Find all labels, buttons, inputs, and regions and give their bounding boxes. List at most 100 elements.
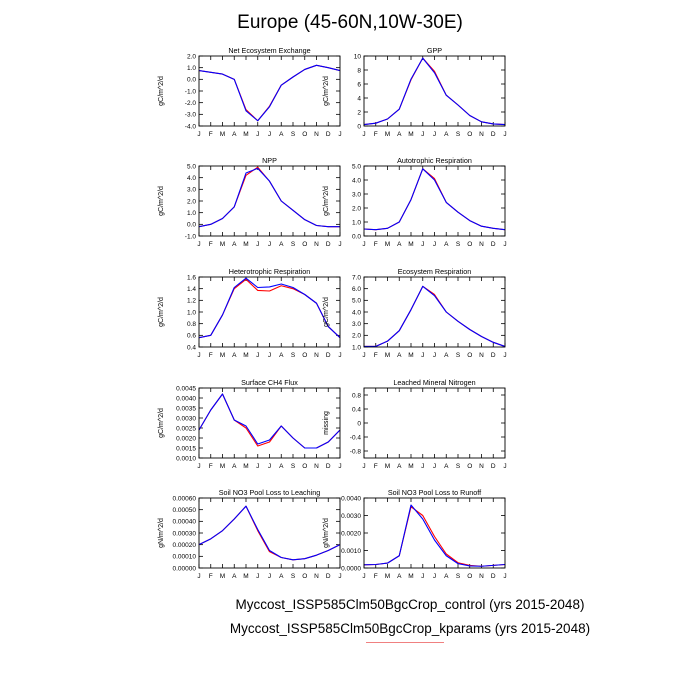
y-tick-label: 0.0000 bbox=[341, 565, 361, 572]
series-line-kparams bbox=[363, 168, 506, 231]
x-tick-label: D bbox=[326, 241, 331, 248]
y-tick-label: 1.0 bbox=[187, 210, 196, 217]
panel-title: Ecosystem Respiration bbox=[398, 267, 472, 276]
y-axis-label: gC/m^2/d bbox=[323, 186, 330, 216]
y-tick-label: 7.0 bbox=[352, 274, 361, 281]
x-tick-label: M bbox=[220, 463, 225, 470]
y-tick-label: 0.0 bbox=[352, 233, 361, 240]
x-tick-label: D bbox=[491, 352, 496, 359]
x-tick-label: M bbox=[408, 241, 413, 248]
x-tick-label: J bbox=[433, 352, 436, 359]
x-tick-label: S bbox=[456, 352, 461, 359]
y-tick-label: 10 bbox=[354, 53, 362, 60]
x-tick-label: A bbox=[279, 241, 284, 248]
x-tick-label: N bbox=[479, 352, 484, 359]
panel-4: Autotrophic Respiration gC/m^2/d 5.0 4.0 3.0… bbox=[323, 156, 507, 248]
plot-frame bbox=[363, 55, 506, 127]
y-tick-label: 5.0 bbox=[352, 298, 361, 305]
x-tick-label: N bbox=[314, 573, 319, 580]
y-tick-label: 0.00010 bbox=[173, 554, 197, 561]
x-tick-label: F bbox=[374, 131, 378, 138]
x-tick-label: J bbox=[268, 352, 271, 359]
y-tick-label: 6.0 bbox=[352, 286, 361, 293]
y-axis-label: gC/m^2/d bbox=[323, 297, 330, 327]
x-tick-label: J bbox=[197, 573, 200, 580]
panel-9: Soil NO3 Pool Loss to Leaching gN/m^2/d 0.… bbox=[158, 488, 342, 580]
y-tick-label: 0.0 bbox=[187, 222, 196, 229]
x-tick-label: N bbox=[479, 573, 484, 580]
x-tick-label: F bbox=[209, 573, 213, 580]
x-tick-label: S bbox=[291, 241, 296, 248]
x-tick-label: A bbox=[232, 131, 237, 138]
y-tick-label: 4.0 bbox=[352, 309, 361, 316]
y-tick-label: 0.0035 bbox=[176, 405, 196, 412]
x-tick-label: J bbox=[338, 131, 341, 138]
x-tick-label: N bbox=[314, 241, 319, 248]
plot-frame bbox=[198, 497, 341, 569]
y-tick-label: -1.0 bbox=[185, 88, 197, 95]
x-tick-label: M bbox=[408, 573, 413, 580]
x-tick-label: O bbox=[302, 573, 307, 580]
x-tick-label: A bbox=[444, 463, 449, 470]
x-tick-label: S bbox=[291, 573, 296, 580]
y-tick-label: 5.0 bbox=[352, 163, 361, 170]
x-tick-label: J bbox=[338, 241, 341, 248]
series-line-kparams bbox=[364, 285, 506, 347]
x-tick-label: A bbox=[444, 131, 449, 138]
x-tick-label: S bbox=[456, 241, 461, 248]
y-tick-label: 2.0 bbox=[187, 53, 196, 60]
x-tick-label: F bbox=[209, 241, 213, 248]
x-tick-label: M bbox=[220, 352, 225, 359]
panel-7: Surface CH4 Flux gC/m^2/d 0.0045 0.0040 0.00… bbox=[158, 378, 342, 470]
x-tick-label: J bbox=[433, 131, 436, 138]
x-tick-label: A bbox=[279, 352, 284, 359]
x-tick-label: J bbox=[362, 352, 365, 359]
y-tick-label: 2 bbox=[357, 109, 361, 116]
x-tick-label: J bbox=[338, 573, 341, 580]
x-tick-label: J bbox=[433, 241, 436, 248]
x-tick-label: A bbox=[397, 463, 402, 470]
x-tick-label: D bbox=[491, 131, 496, 138]
plot-frame bbox=[198, 276, 341, 348]
x-tick-label: J bbox=[503, 463, 506, 470]
y-axis-label: gN/m^2/d bbox=[323, 518, 330, 548]
y-tick-label: 1.0 bbox=[187, 309, 196, 316]
x-tick-label: J bbox=[338, 463, 341, 470]
y-tick-label: 3.0 bbox=[187, 187, 196, 194]
y-tick-label: 0.00000 bbox=[173, 565, 197, 572]
x-tick-label: M bbox=[408, 352, 413, 359]
x-tick-label: J bbox=[256, 241, 259, 248]
x-tick-label: J bbox=[268, 463, 271, 470]
x-tick-label: N bbox=[479, 131, 484, 138]
x-tick-label: F bbox=[209, 131, 213, 138]
y-tick-label: -0.8 bbox=[350, 448, 362, 455]
y-tick-label: 1.4 bbox=[187, 286, 196, 293]
y-tick-label: 0.00040 bbox=[173, 519, 197, 526]
x-tick-label: M bbox=[385, 241, 390, 248]
y-tick-label: 0.0 bbox=[187, 77, 196, 84]
panel-title: Soil NO3 Pool Loss to Leaching bbox=[219, 488, 321, 497]
panel-title: GPP bbox=[427, 46, 442, 55]
series-line-kparams bbox=[198, 277, 341, 339]
plot-frame bbox=[363, 276, 506, 348]
y-tick-label: 0.00060 bbox=[173, 495, 197, 502]
panel-8: Leached Mineral Nitrogen missing 0.8 0.4 0 -0… bbox=[323, 378, 507, 470]
x-tick-label: F bbox=[209, 463, 213, 470]
x-tick-label: M bbox=[220, 573, 225, 580]
legend-kparams: Myccost_ISSP585Clm50BgcCrop_kparams (yrs… bbox=[229, 621, 591, 636]
x-tick-label: A bbox=[444, 241, 449, 248]
y-axis-label: gC/m^2/d bbox=[323, 76, 330, 106]
y-tick-label: -4.0 bbox=[185, 123, 197, 130]
y-tick-label: -3.0 bbox=[185, 112, 197, 119]
x-tick-label: A bbox=[444, 573, 449, 580]
x-tick-label: A bbox=[232, 463, 237, 470]
x-tick-label: O bbox=[467, 131, 472, 138]
x-tick-label: N bbox=[314, 131, 319, 138]
y-tick-label: 0.8 bbox=[187, 321, 196, 328]
x-tick-label: M bbox=[385, 463, 390, 470]
y-tick-label: 0.0030 bbox=[341, 513, 361, 520]
x-tick-label: S bbox=[291, 463, 296, 470]
y-tick-label: 5.0 bbox=[187, 163, 196, 170]
